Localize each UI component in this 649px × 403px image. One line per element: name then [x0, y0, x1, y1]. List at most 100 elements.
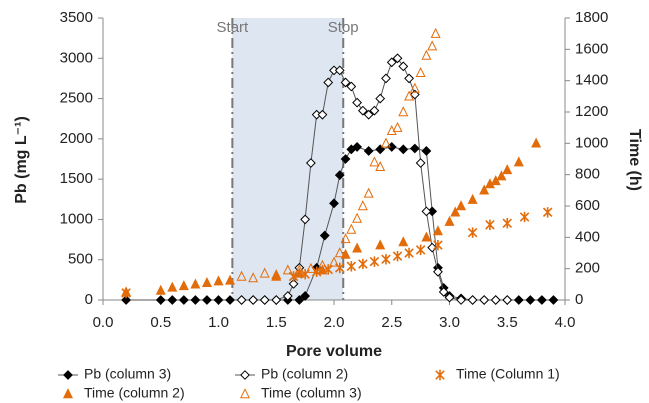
- data-point: [346, 81, 357, 92]
- data-point: [427, 40, 438, 51]
- data-point: [485, 219, 495, 230]
- legend-label: Time (column 2): [84, 385, 185, 401]
- data-point: [352, 97, 363, 108]
- data-point: [433, 239, 443, 251]
- data-point: [155, 295, 166, 305]
- y2-tick-label: 600: [575, 197, 600, 214]
- y-tick-label: 3500: [60, 9, 93, 26]
- y2-tick-label: 800: [575, 166, 600, 183]
- data-point: [536, 295, 547, 305]
- data-point: [375, 144, 386, 155]
- data-point: [363, 187, 374, 198]
- data-point: [381, 73, 391, 84]
- legend-marker: [239, 388, 251, 399]
- y-tick-label: 1500: [60, 170, 93, 187]
- data-point: [271, 270, 282, 281]
- y-tick-label: 1000: [60, 210, 93, 227]
- data-point: [178, 280, 189, 291]
- data-point: [432, 225, 443, 236]
- data-point: [415, 244, 426, 256]
- data-point: [398, 106, 409, 117]
- shaded-region: [232, 18, 344, 300]
- y-tick-label: 3000: [60, 49, 93, 66]
- data-point: [519, 211, 530, 223]
- data-point: [398, 236, 409, 247]
- data-point: [334, 65, 345, 76]
- data-point: [190, 295, 201, 305]
- data-point: [225, 274, 236, 285]
- data-point: [398, 144, 409, 155]
- annotation-label: Stop: [328, 19, 359, 36]
- data-point: [335, 262, 345, 274]
- data-point: [513, 295, 524, 305]
- data-point: [479, 184, 490, 195]
- data-point: [271, 269, 282, 280]
- y-axis-title: Pb (mg L⁻¹): [13, 116, 30, 204]
- data-point: [319, 230, 330, 241]
- data-point: [323, 77, 334, 88]
- data-point: [288, 278, 299, 289]
- data-point: [542, 207, 553, 218]
- y2-axis-title: Time (h): [626, 129, 643, 191]
- y-tick-label: 2500: [60, 90, 93, 107]
- data-point: [421, 231, 432, 242]
- data-point: [300, 291, 311, 301]
- data-point: [282, 264, 293, 275]
- data-point: [421, 146, 432, 156]
- data-point: [121, 295, 132, 305]
- data-point: [352, 142, 363, 152]
- data-point: [317, 109, 328, 120]
- data-point: [456, 200, 467, 211]
- data-point: [346, 261, 357, 272]
- data-point: [363, 109, 374, 120]
- legend-marker: [63, 370, 73, 380]
- data-point: [438, 287, 449, 297]
- y2-tick-label: 1400: [575, 72, 608, 89]
- data-point: [271, 295, 282, 305]
- data-point: [259, 295, 270, 305]
- data-point: [404, 90, 415, 101]
- y2-tick-label: 1600: [575, 40, 608, 57]
- data-point: [340, 154, 351, 164]
- data-point: [392, 121, 403, 132]
- x-tick-label: 3.5: [497, 314, 518, 331]
- x-tick-label: 3.0: [439, 314, 460, 331]
- data-point: [375, 239, 386, 250]
- x-tick-label: 2.0: [324, 314, 345, 331]
- data-point: [490, 295, 501, 305]
- data-point: [329, 198, 339, 209]
- data-point: [340, 77, 351, 88]
- data-point: [225, 295, 235, 305]
- data-point: [525, 295, 536, 305]
- data-point: [415, 158, 426, 168]
- data-point: [513, 156, 524, 167]
- data-point: [502, 295, 513, 305]
- data-point: [352, 242, 363, 253]
- data-point: [421, 49, 432, 60]
- y2-tick-label: 1200: [575, 103, 608, 120]
- data-point: [380, 137, 391, 148]
- data-point: [248, 295, 259, 305]
- data-point: [548, 295, 559, 305]
- legend-label: Time (column 3): [261, 385, 362, 401]
- data-point: [375, 161, 386, 172]
- data-point: [409, 143, 420, 154]
- data-point: [369, 156, 380, 167]
- legend-label: Time (Column 1): [456, 366, 560, 382]
- data-point: [282, 291, 293, 301]
- data-point: [427, 242, 438, 253]
- data-point: [248, 272, 259, 283]
- y2-tick-label: 400: [575, 228, 600, 245]
- data-point: [502, 218, 513, 229]
- data-point: [381, 254, 391, 265]
- x-tick-label: 1.5: [266, 314, 287, 331]
- data-point: [328, 256, 340, 267]
- data-point: [450, 206, 461, 217]
- legend: Pb (column 3) Pb (column 2) Time (Column 1…: [58, 366, 560, 401]
- data-point: [358, 258, 368, 270]
- y2-tick-label: 200: [575, 260, 600, 277]
- data-point: [456, 295, 466, 305]
- data-point: [178, 295, 189, 305]
- data-point: [294, 295, 305, 305]
- x-tick-label: 1.0: [208, 314, 229, 331]
